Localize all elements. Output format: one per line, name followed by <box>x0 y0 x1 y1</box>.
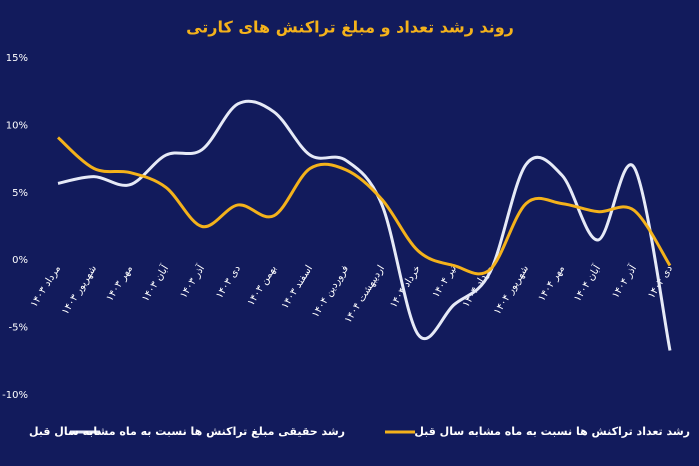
chart-title: روند رشد تعداد و مبلغ تراکنش های کارتی <box>186 18 514 37</box>
y-tick-label: 15% <box>6 53 28 64</box>
y-tick-label: -5% <box>9 323 28 334</box>
legend-label: رشد حقیقی مبلغ تراکنش ها نسبت به ماه مشا… <box>29 425 345 438</box>
y-tick-label: -10% <box>2 390 28 401</box>
y-tick-label: 10% <box>6 120 28 131</box>
y-tick-label: 5% <box>12 188 28 199</box>
y-tick-label: 0% <box>12 255 28 266</box>
series-line <box>57 99 672 351</box>
series-line <box>56 136 672 276</box>
legend-label: رشد تعداد تراکنش ها نسبت به ماه مشابه سا… <box>414 425 690 438</box>
